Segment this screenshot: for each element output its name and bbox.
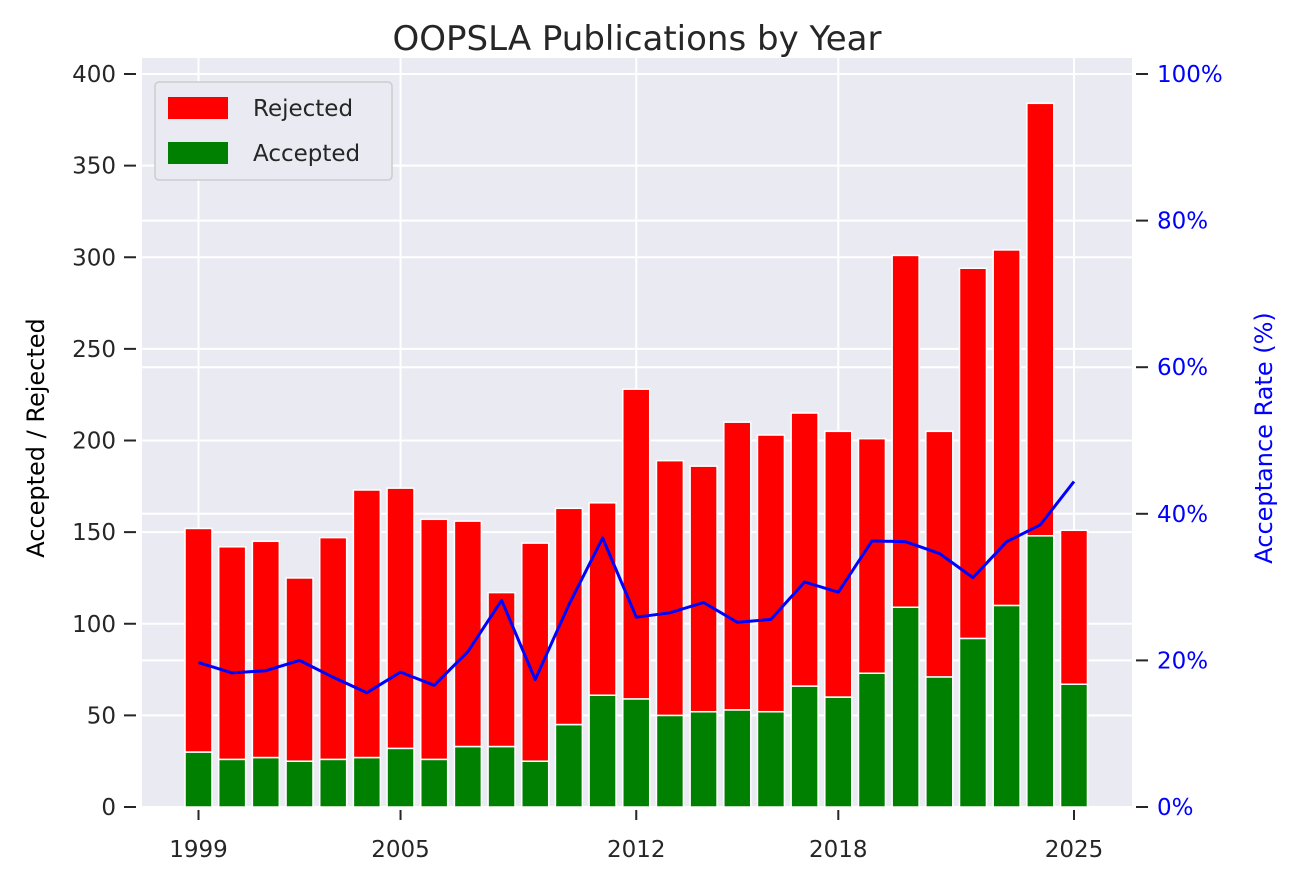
bar-accepted [857,672,887,808]
y-tick-label: 300 [72,245,116,271]
bar-accepted [891,606,920,808]
bar-rejected [824,430,853,698]
y-tick-label: 100 [72,612,116,638]
bar-accepted [217,758,247,808]
bar-rejected [756,434,786,713]
y-right-tick-label: 80% [1157,209,1208,235]
bar-accepted [1026,535,1055,808]
bar-rejected [453,520,483,748]
bar-accepted [790,685,819,808]
y-right-tick-label: 0% [1157,795,1194,821]
bar-rejected [992,249,1021,607]
bar-accepted [453,745,483,808]
y-right-tick-label: 100% [1157,62,1223,88]
legend-swatch-rejected [168,97,228,119]
legend-swatch-accepted [168,142,228,164]
bar-accepted [689,710,718,808]
legend: Rejected Accepted [154,81,393,181]
bar-accepted [723,709,752,808]
bar-rejected [386,487,415,750]
x-tick-label: 2005 [371,837,430,863]
bar-accepted [419,758,449,808]
bar-rejected [285,577,314,762]
bar-rejected [419,518,449,761]
x-tick-label: 2025 [1045,837,1104,863]
x-tick-label: 1999 [169,837,228,863]
bar-rejected [958,267,988,640]
y-right-tick-label: 40% [1157,502,1208,528]
chart-title: OOPSLA Publications by Year [393,19,882,59]
bar-rejected [217,546,247,761]
legend-label-rejected: Rejected [253,96,353,122]
y-axis-label: Accepted / Rejected [22,318,50,558]
bar-accepted [1059,683,1089,808]
y-tick-label: 250 [72,337,116,363]
bar-rejected [891,254,920,609]
bar-accepted [655,714,685,808]
bar-rejected [318,536,348,761]
bar-rejected [689,465,718,713]
bar-rejected [622,388,651,700]
bar-rejected [184,527,213,753]
y-tick-label: 400 [72,62,116,88]
bar-accepted [554,723,584,808]
bar-accepted [958,637,988,808]
bar-accepted [285,760,314,808]
y-tick-label: 50 [87,703,116,729]
legend-label-accepted: Accepted [253,141,360,167]
bar-accepted [824,696,853,808]
bar-accepted [622,698,651,808]
y-axis-right-label: Acceptance Rate (%) [1250,312,1278,564]
bar-accepted [318,758,348,808]
bar-accepted [925,676,954,808]
bar-accepted [992,604,1021,808]
bar-rejected [655,459,685,717]
bar-accepted [756,710,786,808]
bar-rejected [251,540,281,759]
bar-accepted [588,694,617,808]
y-tick-label: 350 [72,154,116,180]
y-tick-label: 0 [101,795,116,821]
x-tick-label: 2012 [607,837,666,863]
bar-rejected [1026,102,1055,537]
y-right-tick-label: 20% [1157,648,1208,674]
bars [184,102,1089,808]
bar-rejected [554,507,584,726]
y-tick-label: 150 [72,520,116,546]
bar-accepted [352,756,382,808]
rate-line [198,480,1076,695]
bar-rejected [521,542,550,762]
bar-accepted [521,760,550,808]
bar-accepted [251,756,281,808]
y-right-tick-label: 60% [1157,355,1208,381]
x-tick-label: 2018 [809,837,868,863]
bar-rejected [352,489,382,759]
y-tick-label: 200 [72,429,116,455]
bar-rejected [1059,529,1089,685]
axes: 0 50 100 150 200 250 300 350 400 0% 20% 40% 60% 80% 10… [72,62,1223,863]
bar-rejected [723,421,752,711]
bar-accepted [386,747,415,808]
bar-accepted [487,745,516,808]
bar-rejected [588,502,617,696]
rate-series-line [198,480,1076,695]
bar-accepted [184,751,213,808]
bar-rejected [790,412,819,687]
